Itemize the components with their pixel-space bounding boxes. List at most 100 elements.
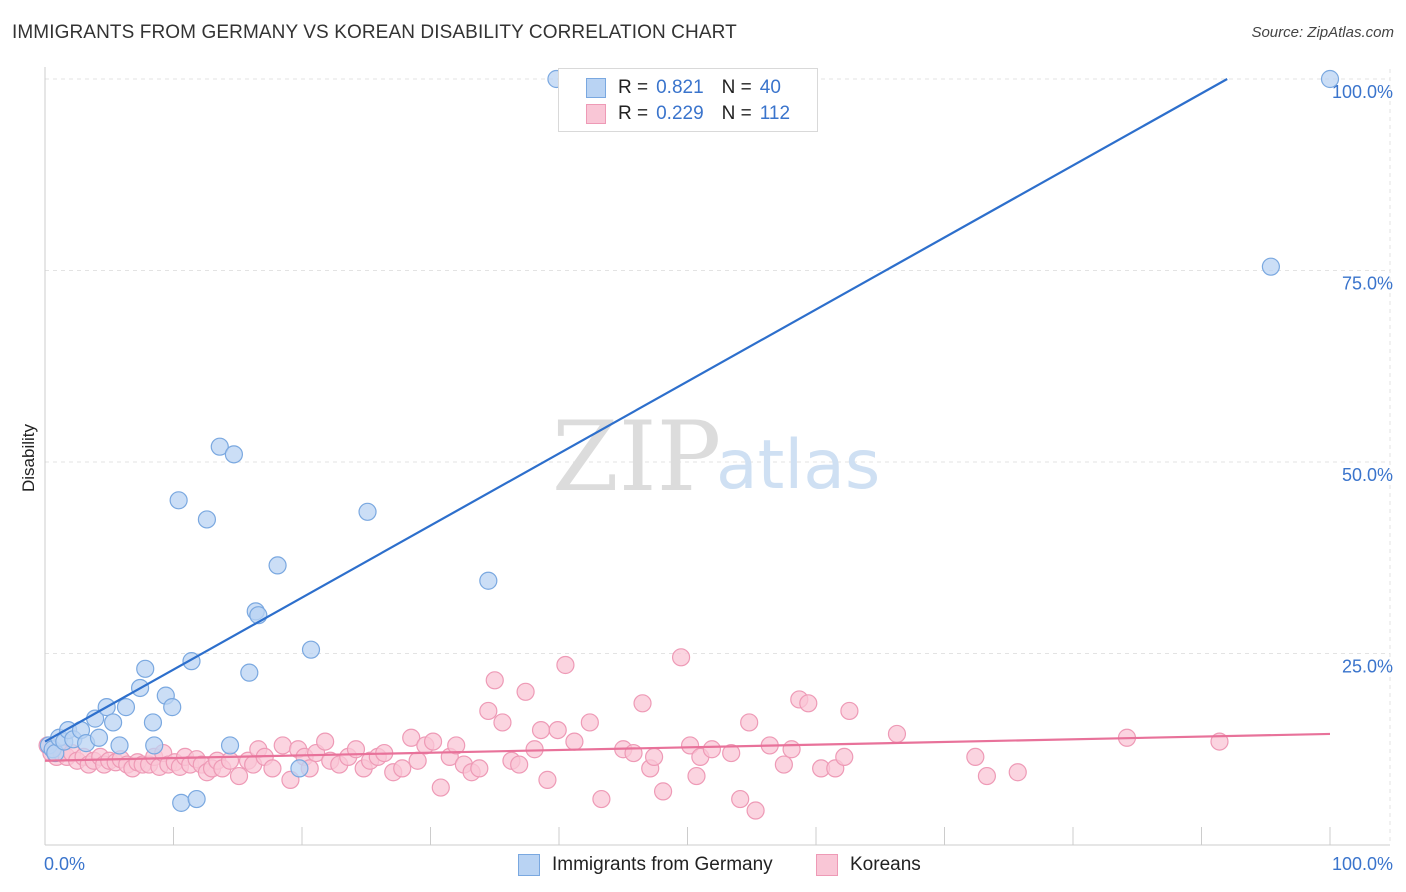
legend-n-label: N = [721,103,752,124]
koreans-point [966,747,985,767]
bottom-legend-koreans: Koreans [816,852,921,878]
koreans-point [393,759,412,778]
germany-point [301,640,321,659]
germany-point [187,789,206,809]
x-tick-label: 0.0% [44,854,85,874]
trend-lines [44,78,1331,762]
koreans-point [722,743,741,763]
germany-point [479,571,498,590]
germany-point [89,728,109,747]
koreans-point [887,724,907,744]
koreans-point [431,778,450,797]
koreans-point [977,766,997,786]
germany-point [268,556,287,575]
bottom-legend-germany: Immigrants from Germany [518,852,773,878]
koreans-trend-line [44,732,1331,762]
germany-trend-line [44,78,1228,743]
germany-point [104,713,123,732]
bottom-legend-label: Koreans [850,854,921,875]
germany-point [136,659,155,678]
axes [44,67,1390,846]
koreans-point [580,713,599,732]
koreans-point [538,770,557,789]
germany-point [290,759,309,778]
koreans-point [556,655,575,675]
koreans-point [835,747,854,767]
germany-point [143,713,163,732]
legend-r-label: R = [618,103,649,124]
legend-swatch-blue [586,78,606,98]
koreans-point [680,736,700,755]
germany-point [169,491,188,510]
koreans-point [510,755,529,774]
bottom-legend-swatch-pink [816,854,838,876]
koreans-point [423,732,443,751]
tick-labels: 25.0% 50.0% 75.0% 100.0% 0.0% 100.0% [44,82,1393,874]
koreans-point [470,759,489,778]
germany-point [1261,257,1280,276]
bottom-legend-label: Immigrants from Germany [552,854,773,875]
germany-point [116,698,136,717]
koreans-point [447,736,466,755]
koreans-point [531,720,551,740]
koreans-point [493,713,512,732]
legend-n-value: 112 [759,103,791,124]
y-tick-label: 75.0% [1342,274,1393,294]
koreans-point [799,694,818,713]
bottom-legend-swatch-blue [518,854,540,876]
koreans-point [592,789,611,809]
y-tick-label: 25.0% [1342,657,1393,677]
grid [45,69,1391,845]
koreans-point [624,743,643,763]
legend-row-germany: R = 0.821 N = 40 [586,76,781,100]
y-tick-label: 50.0% [1342,465,1393,485]
legend-r-value: 0.229 [656,103,704,124]
germany-point [1320,69,1340,89]
germany-point [145,736,164,755]
watermark-atlas: atlas [716,426,880,505]
germany-point [172,793,191,812]
germany-point [163,698,182,717]
koreans-point [644,747,664,767]
koreans-point [633,694,652,713]
koreans-point [402,728,421,747]
stats-legend: R = 0.821 N = 40 R = 0.229 N = 112 [558,68,818,132]
watermark-zip: ZIP [552,401,721,513]
y-axis-label: Disability [19,423,38,492]
koreans-point [525,740,544,759]
koreans-point [479,701,498,721]
source-credit: Source: ZipAtlas.com [1251,24,1394,41]
legend-n-value: 40 [759,77,781,98]
koreans-point [746,801,765,820]
koreans-point [653,782,673,801]
koreans-point [548,720,567,740]
koreans-point [782,740,801,759]
legend-row-koreans: R = 0.229 N = 112 [586,102,790,126]
koreans-point [1008,763,1027,782]
koreans-point [731,789,750,809]
germany-point [210,437,229,456]
koreans-point [316,732,335,751]
koreans-point [702,740,722,759]
koreans-point [740,713,759,732]
germany-point [220,736,240,755]
chart-title: IMMIGRANTS FROM GERMANY VS KOREAN DISABI… [12,22,737,43]
x-tick-label: 100.0% [1332,854,1393,874]
koreans-point [516,682,535,701]
germany-point [358,502,377,521]
germany-point [224,445,243,464]
watermark: ZIP atlas [552,401,880,513]
koreans-point [229,766,249,786]
koreans-point [774,755,793,774]
koreans-point [220,751,240,770]
koreans-point [671,648,691,667]
legend-n-label: N = [721,77,752,98]
legend-swatch-pink [586,104,606,124]
koreans-points [38,648,1229,820]
koreans-point [840,701,859,721]
legend-r-value: 0.821 [656,77,704,98]
germany-point [197,510,217,529]
germany-point [240,663,259,682]
koreans-point [565,732,584,751]
